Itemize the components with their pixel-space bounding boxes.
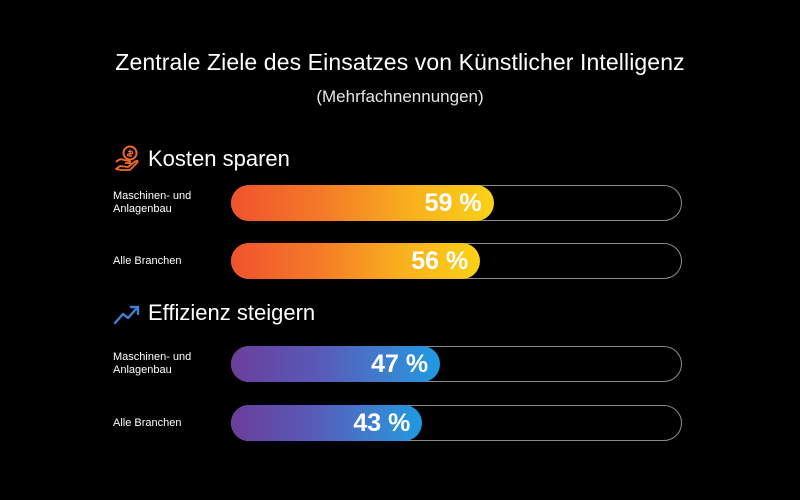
bar-effizienz-alle-branchen [231,405,423,441]
row-label: Alle Branchen [113,416,182,429]
row-label: Maschinen- und Anlagenbau [113,351,192,376]
hand-coin-icon [115,145,139,171]
chart-title: Zentrale Ziele des Einsatzes von Künstli… [115,49,685,75]
data-label: 47 % [371,350,429,378]
trend-up-icon [113,305,140,325]
data-label: 43 % [353,409,411,437]
bar-kosten-alle-branchen [231,243,481,279]
data-label: 59 % [424,189,482,217]
bar-effizienz-maschinenbau [231,346,441,382]
section-title-kosten: Kosten sparen [148,146,290,171]
row-label: Alle Branchen [113,254,182,267]
bar-kosten-maschinenbau [231,185,494,221]
chart-subtitle: (Mehrfachnennungen) [316,87,484,106]
section-title-effizienz: Effizienz steigern [148,300,316,325]
data-label: 56 % [411,247,469,275]
row-label: Maschinen- und Anlagenbau [113,190,192,215]
